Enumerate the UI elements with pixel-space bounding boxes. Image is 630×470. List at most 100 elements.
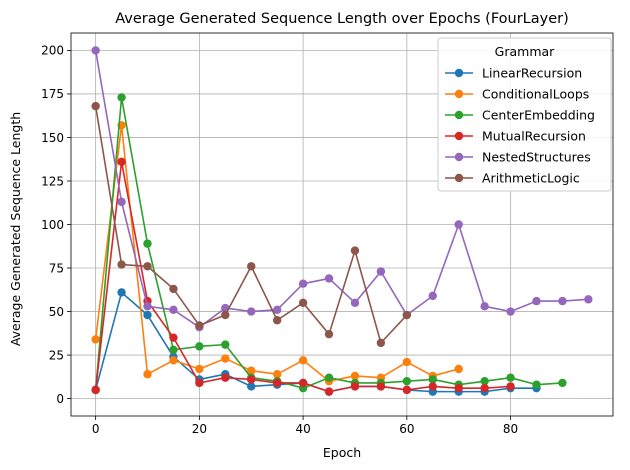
y-tick-label: 50 <box>49 305 64 319</box>
data-point-nested-structures <box>376 267 386 276</box>
y-tick-label: 125 <box>41 174 64 188</box>
data-point-mutual-recursion <box>402 385 412 395</box>
data-point-conditional-loops <box>272 370 282 379</box>
data-point-linear-recursion <box>143 310 152 320</box>
data-point-center-embedding <box>117 93 126 102</box>
legend-label: CenterEmbedding <box>482 108 595 123</box>
legend-swatch-marker <box>454 152 464 162</box>
y-tick-label: 150 <box>41 131 64 145</box>
data-point-arithmetic-logic <box>195 321 204 330</box>
data-point-center-embedding <box>143 239 152 248</box>
legend-items: LinearRecursion ConditionalLoops CenterEmb… <box>445 66 595 186</box>
data-point-mutual-recursion <box>221 373 230 382</box>
x-tick-label: 0 <box>92 422 100 436</box>
data-point-nested-structures <box>558 296 567 306</box>
data-point-nested-structures <box>169 305 178 315</box>
data-point-nested-structures <box>584 295 593 304</box>
data-point-arithmetic-logic <box>91 101 100 111</box>
x-tick-label: 80 <box>503 422 518 436</box>
y-axis-label: Average Generated Sequence Length <box>8 112 23 346</box>
data-point-arithmetic-logic <box>169 284 178 294</box>
data-point-arithmetic-logic <box>272 316 282 325</box>
data-point-center-embedding <box>558 378 567 388</box>
legend-swatch-marker <box>454 68 464 78</box>
data-point-nested-structures <box>117 197 126 207</box>
data-point-mutual-recursion <box>272 378 282 388</box>
data-point-nested-structures <box>532 296 541 306</box>
data-point-nested-structures <box>324 274 334 283</box>
data-point-mutual-recursion <box>454 383 463 393</box>
data-point-mutual-recursion <box>195 378 204 388</box>
data-point-arithmetic-logic <box>402 310 412 320</box>
x-tick-label: 40 <box>295 422 310 436</box>
data-point-center-embedding <box>532 380 541 389</box>
data-point-mutual-recursion <box>247 375 256 384</box>
data-point-nested-structures <box>143 302 152 311</box>
data-point-conditional-loops <box>298 356 308 365</box>
legend-swatch-marker <box>454 89 464 99</box>
data-point-center-embedding <box>506 373 515 382</box>
data-point-nested-structures <box>350 298 360 308</box>
legend-swatch-marker <box>454 131 464 141</box>
x-axis-label: Epoch <box>323 445 361 460</box>
data-point-nested-structures <box>272 305 282 315</box>
x-tick-label: 20 <box>192 422 207 436</box>
data-point-nested-structures <box>91 46 100 55</box>
data-point-linear-recursion <box>247 382 256 391</box>
data-point-conditional-loops <box>402 357 412 367</box>
legend-label: ArithmeticLogic <box>482 171 580 186</box>
legend-label: ConditionalLoops <box>482 87 589 102</box>
series-layer <box>91 46 593 396</box>
legend-item-arithmetic-logic: ArithmeticLogic <box>445 171 580 186</box>
data-point-mutual-recursion <box>350 382 360 391</box>
y-tick-label: 200 <box>41 44 64 58</box>
data-point-conditional-loops <box>221 354 230 363</box>
data-point-arithmetic-logic <box>350 246 360 255</box>
data-point-nested-structures <box>247 307 256 316</box>
y-tick-label: 175 <box>41 87 64 101</box>
data-point-conditional-loops <box>169 356 178 365</box>
data-point-mutual-recursion <box>376 382 386 391</box>
data-point-arithmetic-logic <box>143 262 152 271</box>
data-point-mutual-recursion <box>117 157 126 167</box>
data-point-conditional-loops <box>195 364 204 374</box>
data-point-mutual-recursion <box>324 387 334 396</box>
legend: Grammar LinearRecursion ConditionalLoops C… <box>437 37 612 192</box>
y-tick-label: 100 <box>41 218 64 232</box>
data-point-conditional-loops <box>91 335 100 344</box>
data-point-arithmetic-logic <box>324 329 334 339</box>
data-point-center-embedding <box>480 376 489 386</box>
legend-item-linear-recursion: LinearRecursion <box>445 66 582 81</box>
data-point-mutual-recursion <box>91 385 100 395</box>
data-point-arithmetic-logic <box>247 262 256 271</box>
data-point-conditional-loops <box>350 371 360 381</box>
data-point-arithmetic-logic <box>221 310 230 320</box>
legend-label: MutualRecursion <box>482 129 586 144</box>
legend-swatch-marker <box>454 110 464 120</box>
legend-item-nested-structures: NestedStructures <box>445 150 591 165</box>
data-point-center-embedding <box>195 342 204 351</box>
data-point-linear-recursion <box>117 288 126 297</box>
legend-item-mutual-recursion: MutualRecursion <box>445 129 586 144</box>
data-point-nested-structures <box>454 220 463 229</box>
x-tick-label: 60 <box>399 422 414 436</box>
data-point-nested-structures <box>506 307 515 316</box>
data-point-nested-structures <box>428 291 437 301</box>
data-point-conditional-loops <box>143 370 152 379</box>
chart-title: Average Generated Sequence Length over E… <box>115 11 569 27</box>
data-point-center-embedding <box>428 375 437 384</box>
data-point-arithmetic-logic <box>376 338 386 348</box>
data-point-mutual-recursion <box>169 333 178 342</box>
data-point-conditional-loops <box>454 364 463 374</box>
data-point-arithmetic-logic <box>298 298 308 308</box>
legend-box <box>437 37 612 192</box>
data-point-nested-structures <box>480 302 489 311</box>
data-point-center-embedding <box>221 340 230 349</box>
data-point-mutual-recursion <box>428 382 437 391</box>
legend-item-center-embedding: CenterEmbedding <box>445 108 595 123</box>
legend-label: NestedStructures <box>482 150 591 165</box>
data-point-center-embedding <box>402 376 412 386</box>
data-point-mutual-recursion <box>298 378 308 388</box>
